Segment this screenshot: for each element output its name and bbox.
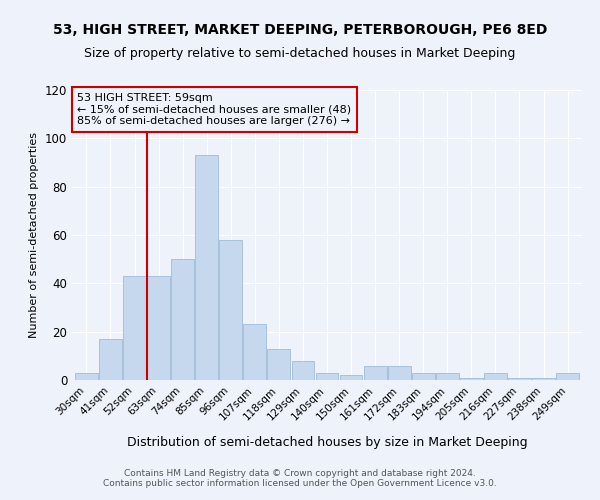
Bar [99,339,122,380]
Bar [292,360,314,380]
Text: Contains HM Land Registry data © Crown copyright and database right 2024.: Contains HM Land Registry data © Crown c… [124,469,476,478]
Bar [412,373,434,380]
X-axis label: Distribution of semi-detached houses by size in Market Deeping: Distribution of semi-detached houses by … [127,436,527,448]
Bar [171,259,194,380]
Bar [364,366,386,380]
Bar [460,378,483,380]
Bar [484,373,507,380]
Bar [388,366,410,380]
Text: Contains public sector information licensed under the Open Government Licence v3: Contains public sector information licen… [103,479,497,488]
Bar [268,348,290,380]
Bar [123,276,146,380]
Bar [244,324,266,380]
Text: 53, HIGH STREET, MARKET DEEPING, PETERBOROUGH, PE6 8ED: 53, HIGH STREET, MARKET DEEPING, PETERBO… [53,22,547,36]
Bar [508,378,531,380]
Bar [75,373,98,380]
Text: Size of property relative to semi-detached houses in Market Deeping: Size of property relative to semi-detach… [85,48,515,60]
Y-axis label: Number of semi-detached properties: Number of semi-detached properties [29,132,39,338]
Bar [195,155,218,380]
Bar [147,276,170,380]
Bar [220,240,242,380]
Text: 53 HIGH STREET: 59sqm
← 15% of semi-detached houses are smaller (48)
85% of semi: 53 HIGH STREET: 59sqm ← 15% of semi-deta… [77,93,351,126]
Bar [340,375,362,380]
Bar [556,373,579,380]
Bar [316,373,338,380]
Bar [436,373,459,380]
Bar [532,378,555,380]
